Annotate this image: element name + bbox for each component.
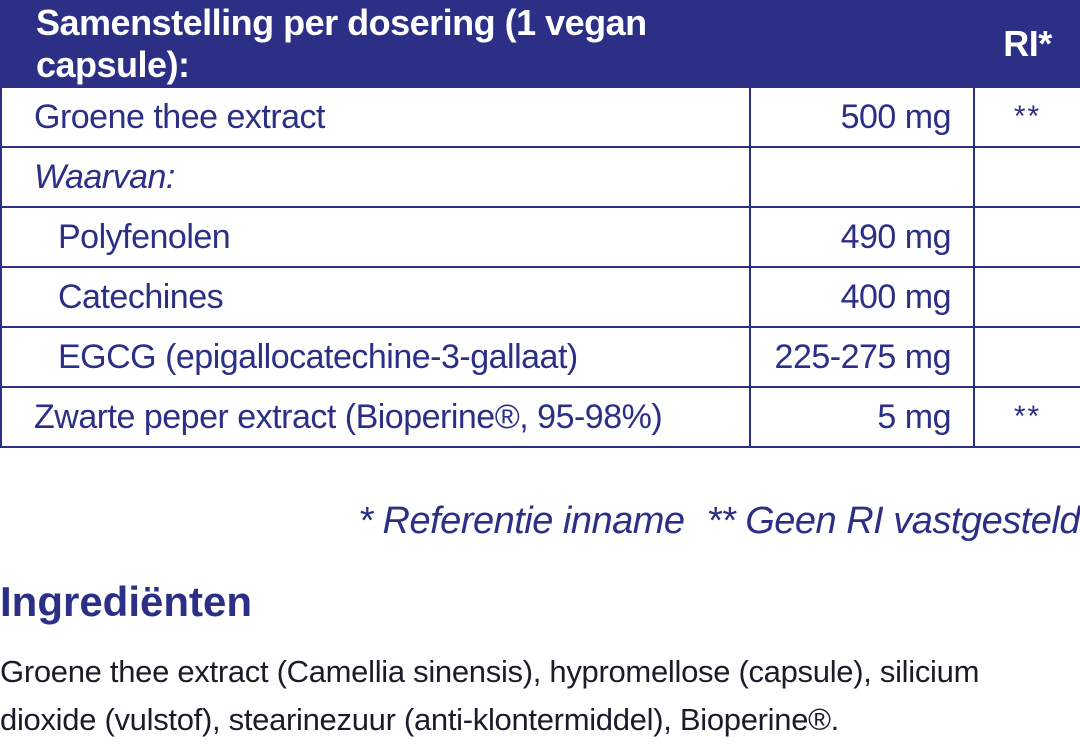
row-ri: [973, 326, 1080, 388]
row-amount: 500 mg: [749, 86, 975, 148]
table-row: Groene thee extract 500 mg **: [0, 86, 1080, 148]
table-row: Waarvan:: [0, 146, 1080, 208]
row-amount: 225-275 mg: [749, 326, 975, 388]
row-name: Groene thee extract: [0, 86, 751, 148]
footnote-no-ri: ** Geen RI vastgesteld: [706, 500, 1080, 542]
row-ri: [973, 206, 1080, 268]
row-amount: 5 mg: [749, 386, 975, 448]
table-header-amount: [749, 0, 975, 88]
ingredients-title: Ingrediënten: [0, 578, 253, 625]
row-name: Catechines: [0, 266, 751, 328]
nutrition-table: Samenstelling per dosering (1 vegan caps…: [0, 0, 1080, 448]
row-ri: **: [973, 386, 1080, 448]
row-ri: [973, 266, 1080, 328]
row-name: Polyfenolen: [0, 206, 751, 268]
row-amount: [749, 146, 975, 208]
footnote-ri: * Referentie inname: [358, 500, 685, 542]
footnotes: * Referentie inname ** Geen RI vastgestel…: [358, 500, 1080, 543]
row-amount: 490 mg: [749, 206, 975, 268]
row-amount: 400 mg: [749, 266, 975, 328]
table-header-title: Samenstelling per dosering (1 vegan caps…: [0, 0, 751, 88]
table-row: Zwarte peper extract (Bioperine®, 95-98%…: [0, 386, 1080, 448]
table-row: Polyfenolen 490 mg: [0, 206, 1080, 268]
row-ri: **: [973, 86, 1080, 148]
table-row: EGCG (epigallocatechine-3-gallaat) 225-2…: [0, 326, 1080, 388]
table-row: Catechines 400 mg: [0, 266, 1080, 328]
table-header-ri: RI*: [973, 0, 1080, 88]
row-name: Waarvan:: [0, 146, 751, 208]
ingredients-text: Groene thee extract (Camellia sinensis),…: [0, 654, 980, 737]
row-ri: [973, 146, 1080, 208]
table-header-row: Samenstelling per dosering (1 vegan caps…: [0, 0, 1080, 88]
row-name: EGCG (epigallocatechine-3-gallaat): [0, 326, 751, 388]
row-name: Zwarte peper extract (Bioperine®, 95-98%…: [0, 386, 751, 448]
